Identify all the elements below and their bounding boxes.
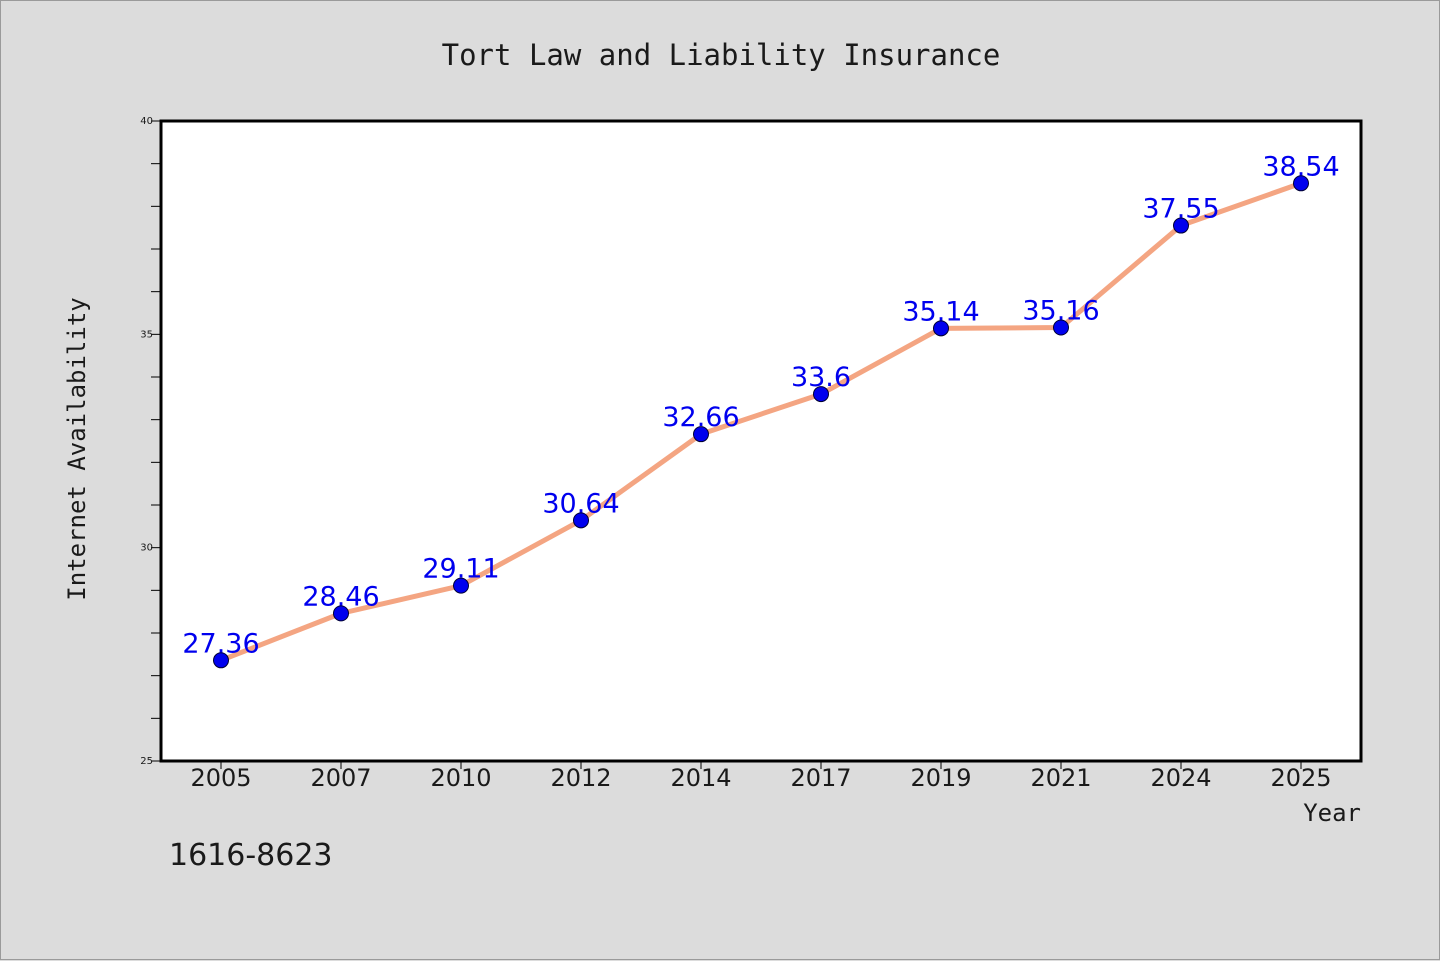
x-axis-label: Year [1303, 799, 1361, 827]
footer-code: 1616-8623 [169, 838, 333, 873]
x-tick-label: 2019 [910, 764, 971, 792]
data-label: 35.16 [1022, 296, 1099, 327]
x-tick-label: 2024 [1150, 764, 1211, 792]
data-label: 38.54 [1262, 151, 1339, 182]
data-point [1173, 217, 1189, 234]
data-label: 33.6 [791, 362, 851, 393]
data-labels: 27.36 28.46 29.11 30.64 32.66 33.6 35.14 35.16 3… [182, 151, 1339, 659]
data-label: 28.46 [302, 581, 379, 612]
data-point [213, 652, 229, 669]
x-tick-label: 2017 [790, 764, 851, 792]
data-label: 29.11 [422, 554, 499, 585]
y-tick-label: 25 [140, 756, 153, 767]
x-tick-label: 2005 [190, 764, 251, 792]
chart-title: Tort Law and Liability Insurance [442, 38, 1001, 72]
data-point [933, 320, 949, 337]
data-label: 27.36 [182, 628, 259, 659]
x-axis: 2005 2007 2010 2012 2014 2017 2019 2021 2024 2025 [190, 761, 1332, 792]
data-label: 30.64 [542, 488, 619, 519]
x-tick-label: 2010 [430, 764, 491, 792]
data-label: 32.66 [662, 402, 739, 433]
x-tick-label: 2021 [1030, 764, 1091, 792]
data-point [573, 512, 589, 529]
y-axis-label: Internet Availability [63, 297, 91, 600]
x-tick-label: 2014 [670, 764, 731, 792]
plot-area [159, 119, 1363, 763]
x-tick-label: 2012 [550, 764, 611, 792]
data-point [1293, 175, 1309, 192]
y-tick-label: 40 [140, 116, 153, 127]
x-tick-label: 2025 [1270, 764, 1331, 792]
data-point [1053, 319, 1069, 336]
data-point [693, 426, 709, 443]
y-tick-label: 30 [140, 543, 153, 554]
data-label: 37.55 [1142, 194, 1219, 225]
series-line-group [218, 180, 1304, 663]
data-label: 35.14 [902, 296, 979, 327]
data-point [333, 605, 349, 622]
y-tick-label: 35 [140, 329, 153, 340]
x-tick-label: 2007 [310, 764, 371, 792]
data-point [453, 577, 469, 594]
y-axis: 25 30 35 40 [140, 116, 161, 767]
series-line [218, 180, 1304, 663]
data-point [813, 386, 829, 403]
series-markers [213, 175, 1309, 669]
